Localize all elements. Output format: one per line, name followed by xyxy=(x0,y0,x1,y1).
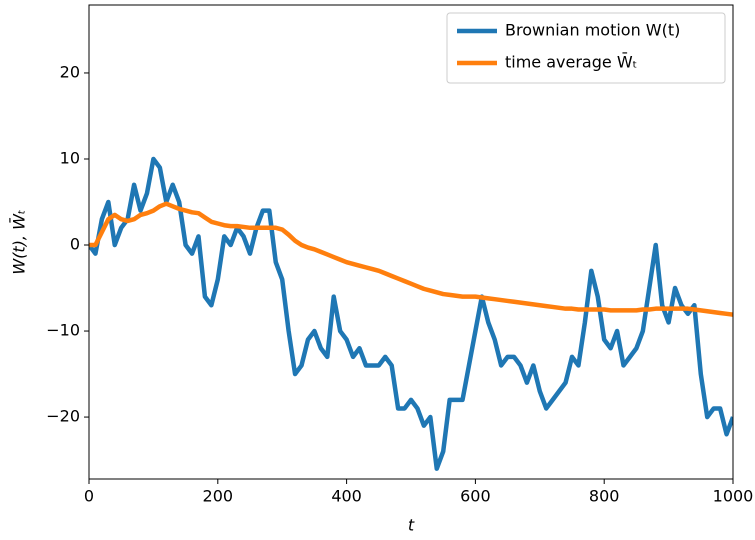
x-tick-label: 200 xyxy=(203,487,234,506)
x-tick-label: 400 xyxy=(331,487,362,506)
x-tick-label: 800 xyxy=(589,487,620,506)
series-line xyxy=(89,156,733,471)
legend-box xyxy=(446,12,726,84)
x-tick-label: 0 xyxy=(84,487,94,506)
y-tick-label: 0 xyxy=(70,235,80,254)
legend-label: Brownian motion W(t) xyxy=(505,21,680,40)
y-tick-label: −20 xyxy=(46,407,80,426)
series-line xyxy=(89,201,733,317)
x-axis-label: t xyxy=(408,516,415,535)
x-tick-label: 600 xyxy=(460,487,491,506)
y-tick-label: −10 xyxy=(46,321,80,340)
y-tick-label: 20 xyxy=(60,62,80,81)
y-tick-label: 10 xyxy=(60,148,80,167)
x-tick-label: 1000 xyxy=(713,487,754,506)
y-axis-label: W(t), W̄ₜ xyxy=(10,209,29,275)
plot-frame xyxy=(88,4,734,480)
legend-label: time average W̄ₜ xyxy=(505,53,637,72)
